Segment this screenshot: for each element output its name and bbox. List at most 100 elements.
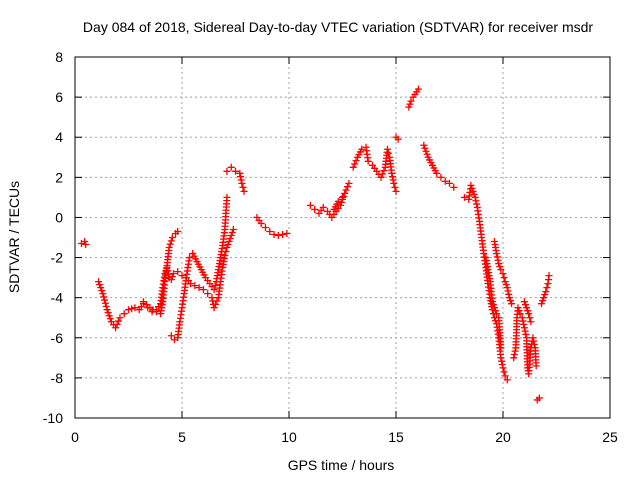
data-point [392,187,400,195]
grid-lines [75,57,610,418]
data-point [96,281,104,289]
data-point [334,197,342,205]
data-point [521,327,529,335]
y-tick-label: 4 [55,129,63,145]
data-point [497,354,505,362]
data-point [174,268,182,276]
data-point [279,230,287,238]
data-point [225,238,233,246]
x-tick-label: 10 [281,429,297,445]
data-point [385,149,393,157]
data-point [519,317,527,325]
data-point [237,176,245,184]
data-point [227,231,235,239]
data-point [494,256,502,264]
chart-title: Day 084 of 2018, Sidereal Day-to-day VTE… [83,19,593,35]
data-point [128,305,136,313]
data-point [204,290,212,298]
data-point [516,310,524,318]
data-point [199,286,207,294]
data-point [489,301,497,309]
data-point [306,201,314,209]
data-point [471,193,479,201]
y-tick-label: 2 [55,169,63,185]
data-point [266,227,274,235]
data-point [337,198,345,206]
data-point [167,332,175,340]
data-point [421,144,429,152]
data-point [394,135,402,143]
data-point [82,241,90,249]
data-point [510,354,518,362]
data-point [530,340,538,348]
data-point [257,219,265,227]
data-point [500,274,508,282]
data-point [226,235,234,243]
data-point [101,296,109,304]
data-point [343,183,351,191]
data-point [391,183,399,191]
plot-border [74,56,611,419]
data-point [437,173,445,181]
data-point [236,173,244,181]
data-point [178,272,186,280]
data-point [420,141,428,149]
data-point [388,173,396,181]
data-point [345,179,353,187]
data-point [423,150,431,158]
y-axis-label: SDTVAR / TECUs [6,181,22,293]
data-point [500,368,508,376]
data-point [472,197,480,205]
data-point [495,260,503,268]
data-point [433,169,441,177]
data-point [167,276,175,284]
data-point [498,357,506,365]
data-point [524,307,532,315]
x-tick-label: 0 [71,429,79,445]
data-point [543,284,551,292]
data-point [503,284,511,292]
data-point [414,85,422,93]
data-point [446,179,453,187]
data-point [527,318,535,326]
data-point [405,103,413,111]
data-point [115,317,123,325]
tick-labels: 0 5 10 15 20 25 -10 -8 -6 -4 -2 0 2 4 6 8 [43,49,618,445]
data-point [406,100,414,108]
data-point [540,294,548,302]
data-point [228,228,236,236]
data-point [100,293,108,301]
x-axis-label: GPS time / hours [288,457,395,473]
data-point [520,298,528,306]
data-point [102,302,110,310]
data-point [99,290,107,298]
y-tick-label: 6 [55,89,63,105]
y-tick-label: -2 [51,250,64,266]
data-point [380,167,388,175]
data-point [169,270,177,278]
data-point [492,307,500,315]
data-point [239,183,247,191]
data-point [497,266,505,274]
data-point [339,193,346,201]
data-point [378,170,386,178]
data-point [526,314,534,322]
data-point [166,240,174,248]
data-point [112,324,120,332]
data-point [81,238,89,246]
data-point [520,320,528,328]
data-point [450,183,458,191]
data-point [283,229,291,237]
data-point [504,287,512,295]
data-point [499,270,507,278]
x-tick-label: 20 [495,429,511,445]
data-point [165,244,173,252]
data-point [143,301,151,309]
data-point [377,173,385,181]
data-point [441,177,449,185]
data-point [236,169,244,177]
data-point [341,189,349,197]
data-point [496,263,504,271]
data-point [497,344,505,352]
data-point [212,300,220,308]
